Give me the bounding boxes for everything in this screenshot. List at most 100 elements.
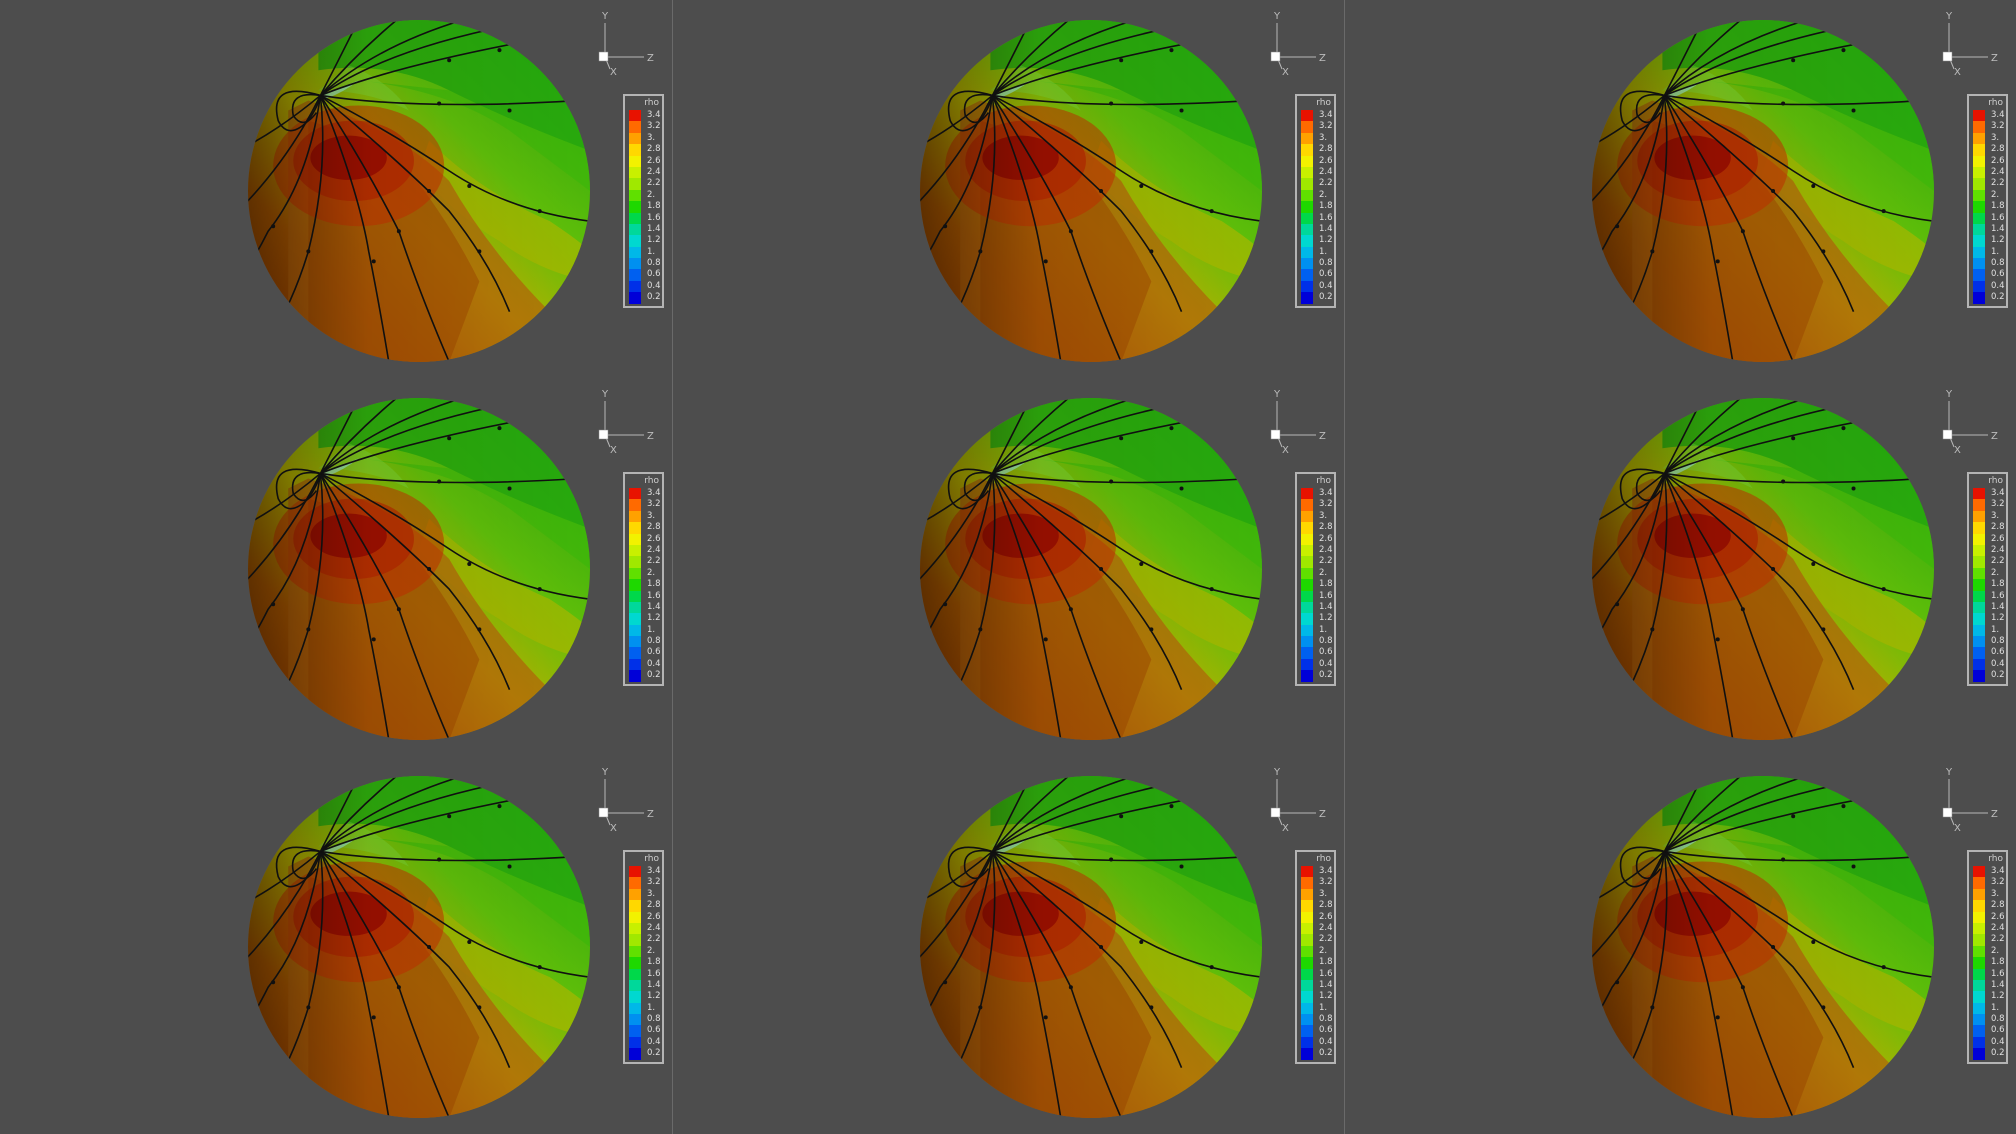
legend-tick-label: 0.6: [1991, 647, 2005, 658]
legend-swatch: [1973, 911, 1985, 923]
legend-tick-label: 0.6: [1991, 269, 2005, 280]
legend-swatch: [1973, 556, 1985, 568]
legend-swatch: [629, 121, 641, 133]
legend-tick-label: 1.4: [1991, 601, 2005, 612]
legend-swatch: [1301, 590, 1313, 602]
legend-tick-label: 1.6: [1991, 968, 2005, 979]
color-legend[interactable]: rho 3.4 3.2 3. 2.8 2.6 2.4 2.2 2. 1.8 1.6 1.4 1.2 1.…: [1967, 94, 2008, 308]
contour-disc[interactable]: [920, 20, 1262, 362]
legend-swatch: [1301, 522, 1313, 534]
legend-tick-label: 1.6: [647, 590, 661, 601]
legend-tick-label: 0.4: [1319, 1036, 1333, 1047]
render-viewport-4[interactable]: Y Z X rho 3.4 3.2 3. 2.8 2.6 2.4 2.2 2. 1.8 1.6 1.…: [0, 378, 672, 756]
color-legend[interactable]: rho 3.4 3.2 3. 2.8 2.6 2.4 2.2 2. 1.8 1.6 1.4 1.2 1.…: [1295, 94, 1336, 308]
legend-tick-label: 1.: [1319, 1002, 1328, 1013]
legend-swatch: [1301, 544, 1313, 557]
color-legend[interactable]: rho 3.4 3.2 3. 2.8 2.6 2.4 2.2 2. 1.8 1.6 1.4 1.2 1.…: [1967, 850, 2008, 1064]
render-viewport-2[interactable]: Y Z X rho 3.4 3.2 3. 2.8 2.6 2.4 2.2 2. 1.8 1.6 1.…: [672, 0, 1344, 378]
legend-tick-label: 3.4: [1991, 110, 2005, 120]
legend-tick-label: 1.: [647, 624, 656, 635]
legend-swatch: [629, 235, 641, 247]
legend-tick-label: 2.4: [1319, 544, 1333, 555]
legend-tick-label: 1.4: [647, 601, 661, 612]
legend-swatch: [1973, 533, 1985, 545]
legend-tick-label: 2.6: [1319, 533, 1333, 544]
orientation-axes-triad: Y Z X: [1266, 768, 1330, 834]
contour-disc[interactable]: [1592, 776, 1934, 1118]
legend-tick-label: 2.: [1319, 189, 1328, 200]
legend-swatch: [1301, 132, 1313, 145]
legend-swatch: [1973, 658, 1985, 671]
legend-swatch: [1973, 601, 1985, 614]
legend-tick-label: 3.4: [647, 488, 661, 498]
legend-swatches: [1973, 866, 1985, 1060]
legend-tick-label: 0.2: [1319, 670, 1333, 681]
axis-x-label: X: [610, 67, 617, 78]
render-viewport-6[interactable]: Y Z X rho 3.4 3.2 3. 2.8 2.6 2.4 2.2 2. 1.8 1.6 1.…: [1344, 378, 2016, 756]
contour-disc[interactable]: [248, 776, 590, 1118]
color-legend[interactable]: rho 3.4 3.2 3. 2.8 2.6 2.4 2.2 2. 1.8 1.6 1.4 1.2 1.…: [623, 472, 664, 686]
legend-tick-label: 0.6: [1319, 269, 1333, 280]
color-legend[interactable]: rho 3.4 3.2 3. 2.8 2.6 2.4 2.2 2. 1.8 1.6 1.4 1.2 1.…: [623, 850, 664, 1064]
legend-swatch: [1973, 178, 1985, 190]
legend-tick-label: 1.8: [647, 957, 661, 968]
render-viewport-7[interactable]: Y Z X rho 3.4 3.2 3. 2.8 2.6 2.4 2.2 2. 1.8 1.6 1.…: [0, 756, 672, 1134]
legend-tick-label: 1.8: [1319, 579, 1333, 590]
contour-disc[interactable]: [920, 398, 1262, 740]
color-legend[interactable]: rho 3.4 3.2 3. 2.8 2.6 2.4 2.2 2. 1.8 1.6 1.4 1.2 1.…: [1295, 850, 1336, 1064]
render-viewport-3[interactable]: Y Z X rho 3.4 3.2 3. 2.8 2.6 2.4 2.2 2. 1.8 1.6 1.…: [1344, 0, 2016, 378]
legend-tick-label: 0.4: [647, 1036, 661, 1047]
legend-swatch: [629, 968, 641, 980]
render-viewport-8[interactable]: Y Z X rho 3.4 3.2 3. 2.8 2.6 2.4 2.2 2. 1.8 1.6 1.…: [672, 756, 1344, 1134]
contour-disc[interactable]: [248, 398, 590, 740]
legend-tick-label: 2.8: [647, 522, 661, 533]
render-viewport-5[interactable]: Y Z X rho 3.4 3.2 3. 2.8 2.6 2.4 2.2 2. 1.8 1.6 1.…: [672, 378, 1344, 756]
color-legend[interactable]: rho 3.4 3.2 3. 2.8 2.6 2.4 2.2 2. 1.8 1.6 1.4 1.2 1.…: [623, 94, 664, 308]
legend-swatch: [629, 110, 641, 122]
render-viewport-1[interactable]: Y Z X rho 3.4 3.2 3. 2.8 2.6 2.4 2.2 2. 1.8 1.6 1.…: [0, 0, 672, 378]
color-legend[interactable]: rho 3.4 3.2 3. 2.8 2.6 2.4 2.2 2. 1.8 1.6 1.4 1.2 1.…: [1967, 472, 2008, 686]
legend-swatch: [1973, 258, 1985, 270]
legend-swatch: [1973, 590, 1985, 602]
legend-tick-label: 0.4: [1991, 658, 2005, 669]
legend-tick-label: 1.2: [1991, 991, 2005, 1002]
legend-swatch: [629, 866, 641, 878]
legend-tick-label: 0.8: [1991, 1014, 2005, 1025]
legend-swatches: [629, 866, 641, 1060]
contour-disc[interactable]: [1592, 398, 1934, 740]
legend-swatch: [629, 624, 641, 637]
orientation-axes-triad: Y Z X: [1938, 768, 2002, 834]
density-contour-plot: [248, 398, 590, 740]
legend-swatch: [1973, 1014, 1985, 1026]
color-legend[interactable]: rho 3.4 3.2 3. 2.8 2.6 2.4 2.2 2. 1.8 1.6 1.4 1.2 1.…: [1295, 472, 1336, 686]
legend-tick-label: 1.: [1991, 1002, 2000, 1013]
legend-tick-label: 1.6: [1991, 212, 2005, 223]
legend-swatch: [1301, 223, 1313, 236]
legend-swatch: [1301, 911, 1313, 923]
legend-swatch: [1973, 613, 1985, 625]
axis-x-label: X: [1954, 823, 1961, 834]
legend-swatch: [1301, 292, 1313, 304]
legend-swatch: [1301, 510, 1313, 523]
legend-swatches: [629, 110, 641, 304]
contour-disc[interactable]: [248, 20, 590, 362]
legend-swatch: [1973, 991, 1985, 1003]
legend-tick-label: 3.: [647, 888, 656, 899]
legend-ticks: 3.4 3.2 3. 2.8 2.6 2.4 2.2 2. 1.8 1.6 1.4 1.2 1. 0.8 0…: [647, 488, 664, 682]
legend-swatch: [629, 510, 641, 523]
legend-tick-label: 0.4: [1319, 658, 1333, 669]
legend-tick-label: 3.: [1991, 510, 2000, 521]
legend-tick-label: 2.8: [1319, 522, 1333, 533]
legend-swatch: [1973, 567, 1985, 580]
legend-title: rho: [644, 476, 659, 486]
legend-swatch: [1973, 132, 1985, 145]
legend-tick-label: 0.8: [1319, 258, 1333, 269]
legend-swatch: [1973, 1002, 1985, 1015]
contour-disc[interactable]: [920, 776, 1262, 1118]
render-viewport-9[interactable]: Y Z X rho 3.4 3.2 3. 2.8 2.6 2.4 2.2 2. 1.8 1.6 1.…: [1344, 756, 2016, 1134]
contour-disc[interactable]: [1592, 20, 1934, 362]
legend-swatch: [629, 499, 641, 511]
orientation-axes-triad: Y Z X: [594, 390, 658, 456]
legend-tick-label: 3.2: [1319, 499, 1333, 510]
legend-tick-label: 1.6: [1319, 968, 1333, 979]
